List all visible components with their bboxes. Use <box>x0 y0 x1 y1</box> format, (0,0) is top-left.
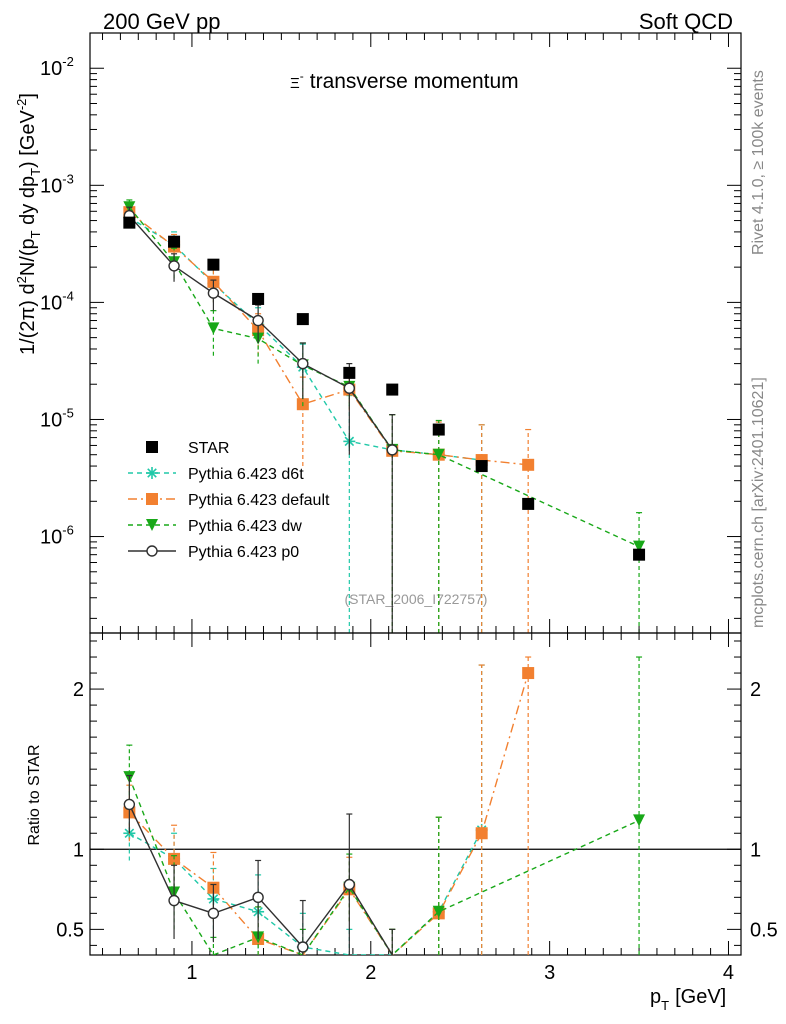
legend-label: Pythia 6.423 p0 <box>188 544 299 561</box>
data-point <box>123 798 136 811</box>
x-tick-label: 4 <box>723 962 734 984</box>
ratio-tick-label: 1 <box>750 839 761 861</box>
legend-entry: Pythia 6.423 p0 <box>128 544 299 561</box>
y-tick-label: 10-3 <box>40 171 74 197</box>
legend-label: STAR <box>188 440 229 457</box>
data-point <box>475 827 488 840</box>
y-tick-label: 10-5 <box>40 405 74 431</box>
header-right: Soft QCD <box>639 9 733 34</box>
series-pythia-6-423-default <box>123 202 535 633</box>
series-line <box>128 217 482 461</box>
header-left: 200 GeV pp <box>103 9 220 34</box>
data-point <box>386 383 399 396</box>
data-point <box>296 313 309 326</box>
legend-entry: Pythia 6.423 d6t <box>128 466 304 483</box>
data-point <box>207 322 220 335</box>
data-point <box>522 458 535 471</box>
ratio-tick-label: 0.5 <box>750 919 778 941</box>
x-tick-label: 2 <box>365 962 376 984</box>
data-point <box>633 540 646 553</box>
data-point <box>522 497 535 510</box>
data-point <box>168 894 180 907</box>
ratio-tick-label: 1 <box>73 839 84 861</box>
data-point <box>432 423 445 436</box>
data-point <box>252 891 264 904</box>
chart-title: Ξ-transverse momentum <box>290 69 519 93</box>
data-point <box>297 941 309 953</box>
data-point <box>252 292 265 305</box>
data-point <box>146 545 158 557</box>
data-point <box>252 314 264 327</box>
rivet-version-label: Rivet 4.1.0, ≥ 100k events <box>750 70 767 255</box>
series-star <box>123 216 646 561</box>
title-main: transverse momentum <box>310 70 519 93</box>
data-point <box>522 667 535 680</box>
data-point <box>207 907 220 920</box>
data-point <box>297 357 309 370</box>
ratio-ticks <box>90 640 741 946</box>
ratio-series-pythia-6-423-dw <box>123 656 646 955</box>
data-point <box>432 448 445 461</box>
data-point <box>123 216 136 229</box>
ratio-frame <box>89 632 742 956</box>
data-point <box>475 460 488 473</box>
legend-label: Pythia 6.423 default <box>188 492 330 509</box>
series-line <box>128 211 529 466</box>
y-ticks <box>90 32 741 619</box>
y-axis-label: 1/(2π) d2N/(pT dy dpT) [GeV-2] <box>14 93 43 355</box>
data-point <box>146 467 158 479</box>
data-point <box>343 366 356 379</box>
data-point <box>168 235 181 248</box>
legend-entry: Pythia 6.423 dw <box>128 518 302 535</box>
legend: STAR Pythia 6.423 d6t Pythia 6.423 default… <box>128 440 330 561</box>
data-point <box>343 878 356 891</box>
x-tick-label: 3 <box>544 962 555 984</box>
data-point <box>146 519 158 531</box>
x-tick-label: 1 <box>186 962 197 984</box>
main-panel: 10-6 10-5 10-4 10-3 10-2 <box>40 32 742 634</box>
ratio-series-pythia-6-423-p0 <box>123 774 396 955</box>
legend-label: Pythia 6.423 dw <box>188 518 302 535</box>
mcplots-label: mcplots.cern.ch [arXiv:2401.10621] <box>750 377 767 628</box>
series-pythia-6-423-dw <box>123 199 646 633</box>
data-point <box>146 441 158 453</box>
y-tick-label: 10-2 <box>40 54 74 80</box>
y-tick-label: 10-4 <box>40 288 74 314</box>
x-axis-label: pT [GeV] <box>650 986 726 1013</box>
ratio-tick-label: 2 <box>750 679 761 701</box>
ratio-axis-label: Ratio to STAR <box>26 744 43 845</box>
data-point <box>168 260 180 272</box>
ratio-tick-label: 0.5 <box>56 919 84 941</box>
ratio-tick-label: 2 <box>73 679 84 701</box>
data-point <box>207 258 220 271</box>
y-tick-label: 10-6 <box>40 523 74 549</box>
data-point <box>343 382 356 394</box>
data-point <box>633 548 646 561</box>
legend-entry: Pythia 6.423 default <box>128 492 330 509</box>
data-point <box>633 814 646 827</box>
series-pythia-6-423-p0 <box>123 206 398 633</box>
data-point <box>432 905 445 918</box>
ratio-panel: 1 2 3 4 0.5 0.5 1 1 2 2 <box>56 33 778 984</box>
series-pythia-6-423-d6t <box>123 206 488 633</box>
ratio-line <box>128 776 640 955</box>
data-point <box>207 287 220 299</box>
legend-label: Pythia 6.423 d6t <box>188 466 304 483</box>
data-point <box>386 444 398 456</box>
legend-entry: STAR <box>146 440 229 457</box>
title-symbol: Ξ <box>290 75 300 92</box>
analysis-watermark: (STAR_2006_I722757) <box>345 591 488 607</box>
x-ticks <box>102 33 729 955</box>
data-point <box>146 493 158 505</box>
